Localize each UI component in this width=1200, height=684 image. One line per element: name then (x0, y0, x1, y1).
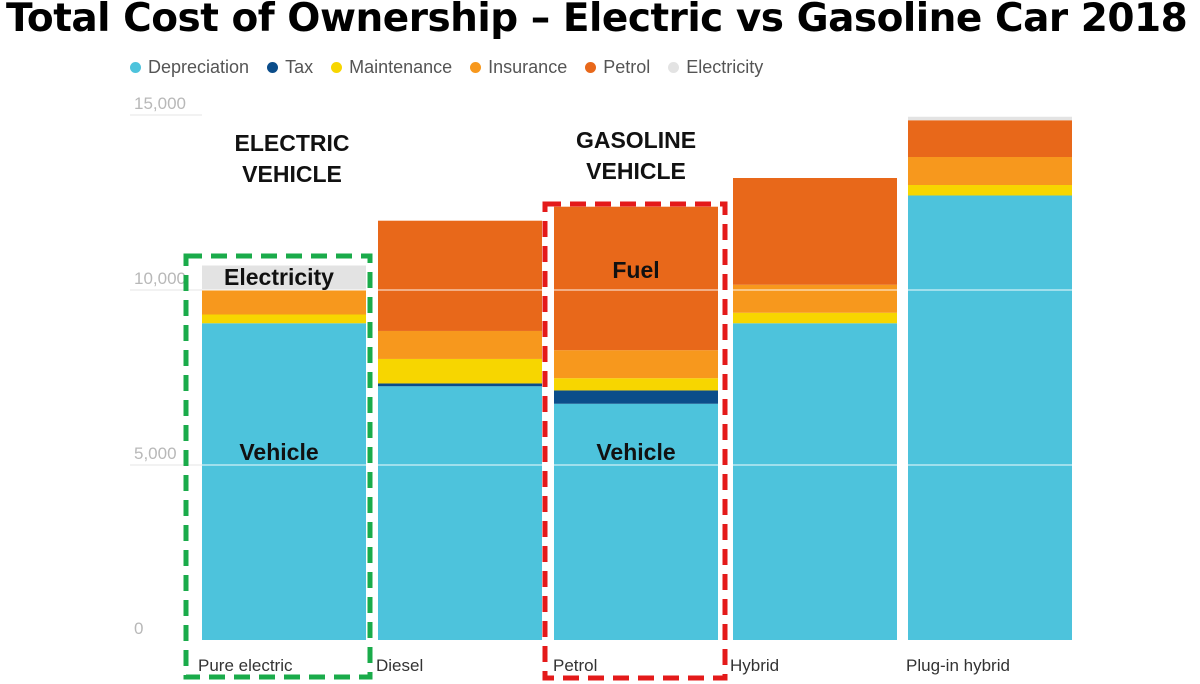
bar-diesel-petrol (378, 220, 542, 331)
legend-swatch-maintenance (331, 61, 343, 73)
gasoline-highlight-box (542, 201, 728, 681)
chart-legend: Depreciation Tax Maintenance Insurance Petro… (130, 56, 763, 78)
legend-label-petrol: Petrol (603, 56, 651, 77)
legend-item-electricity: Electricity (668, 57, 763, 78)
bar-hybrid-insurance (733, 284, 897, 313)
bar-hybrid-maintenance (733, 312, 897, 324)
bar-pure-electric-maintenance (202, 314, 366, 324)
legend-swatch-petrol (585, 61, 597, 73)
bar-pure-electric-insurance (202, 290, 366, 315)
x-tick-label-diesel: Diesel (376, 656, 423, 675)
y-tick-label-0: 0 (134, 619, 143, 638)
legend-item-depreciation: Depreciation (130, 57, 249, 78)
legend-item-maintenance: Maintenance (331, 57, 452, 78)
electric-vehicle-label-line1: ELECTRIC (235, 130, 350, 156)
legend-swatch-insurance (470, 61, 482, 73)
legend-label-tax: Tax (285, 56, 314, 77)
x-tick-label-hybrid: Hybrid (730, 656, 779, 675)
gasoline-vehicle-label-line1: GASOLINE (576, 127, 696, 153)
bar-hybrid-depreciation (733, 323, 897, 640)
bar-petrol-depreciation (554, 403, 718, 640)
y-tick-label-5000: 5,000 (134, 444, 177, 463)
legend-label-insurance: Insurance (488, 56, 568, 77)
x-tick-label-petrol: Petrol (553, 656, 597, 675)
bar-diesel-maintenance (378, 358, 542, 384)
electric-vehicle-label-line2: VEHICLE (242, 161, 342, 187)
bar-diesel-depreciation (378, 386, 542, 640)
x-tick-label-plug-in-hybrid: Plug-in hybrid (906, 656, 1010, 675)
gasoline-vehicle-label-line2: VEHICLE (586, 158, 686, 184)
x-tick-label-pure-electric: Pure electric (198, 656, 293, 675)
bar-plug-in-hybrid-insurance (908, 157, 1072, 185)
y-tick-label-15000: 15,000 (134, 94, 186, 113)
bar-plug-in-hybrid-electricity (908, 116, 1072, 121)
electricity-annotation: Electricity (224, 264, 334, 290)
bar-pure-electric-depreciation (202, 323, 366, 640)
legend-label-electricity: Electricity (686, 56, 764, 77)
bar-plug-in-hybrid-petrol (908, 120, 1072, 157)
fuel-annotation: Fuel (612, 257, 659, 283)
legend-swatch-depreciation (130, 61, 141, 73)
legend-label-maintenance: Maintenance (349, 56, 453, 77)
legend-item-petrol: Petrol (585, 57, 650, 78)
bar-plug-in-hybrid-depreciation (908, 195, 1072, 640)
bar-diesel-tax (378, 383, 542, 387)
bar-petrol-tax (554, 390, 718, 404)
chart-title: Total Cost of Ownership – Electric vs Ga… (6, 0, 1188, 41)
bar-petrol-petrol (554, 206, 718, 351)
bar-plug-in-hybrid-maintenance (908, 185, 1072, 196)
bar-petrol-insurance (554, 350, 718, 379)
bar-hybrid-petrol (733, 178, 897, 285)
legend-label-depreciation: Depreciation (148, 56, 250, 77)
legend-item-tax: Tax (267, 57, 313, 78)
legend-item-insurance: Insurance (470, 57, 567, 78)
legend-swatch-electricity (668, 61, 680, 73)
bar-petrol-maintenance (554, 378, 718, 391)
bar-pure-electric-electricity (202, 265, 366, 290)
vehicle-annotation-electric: Vehicle (239, 439, 318, 465)
y-tick-label-10000: 10,000 (134, 269, 186, 288)
bar-diesel-insurance (378, 330, 542, 359)
legend-swatch-tax (267, 61, 279, 73)
vehicle-annotation-gasoline: Vehicle (596, 439, 675, 465)
